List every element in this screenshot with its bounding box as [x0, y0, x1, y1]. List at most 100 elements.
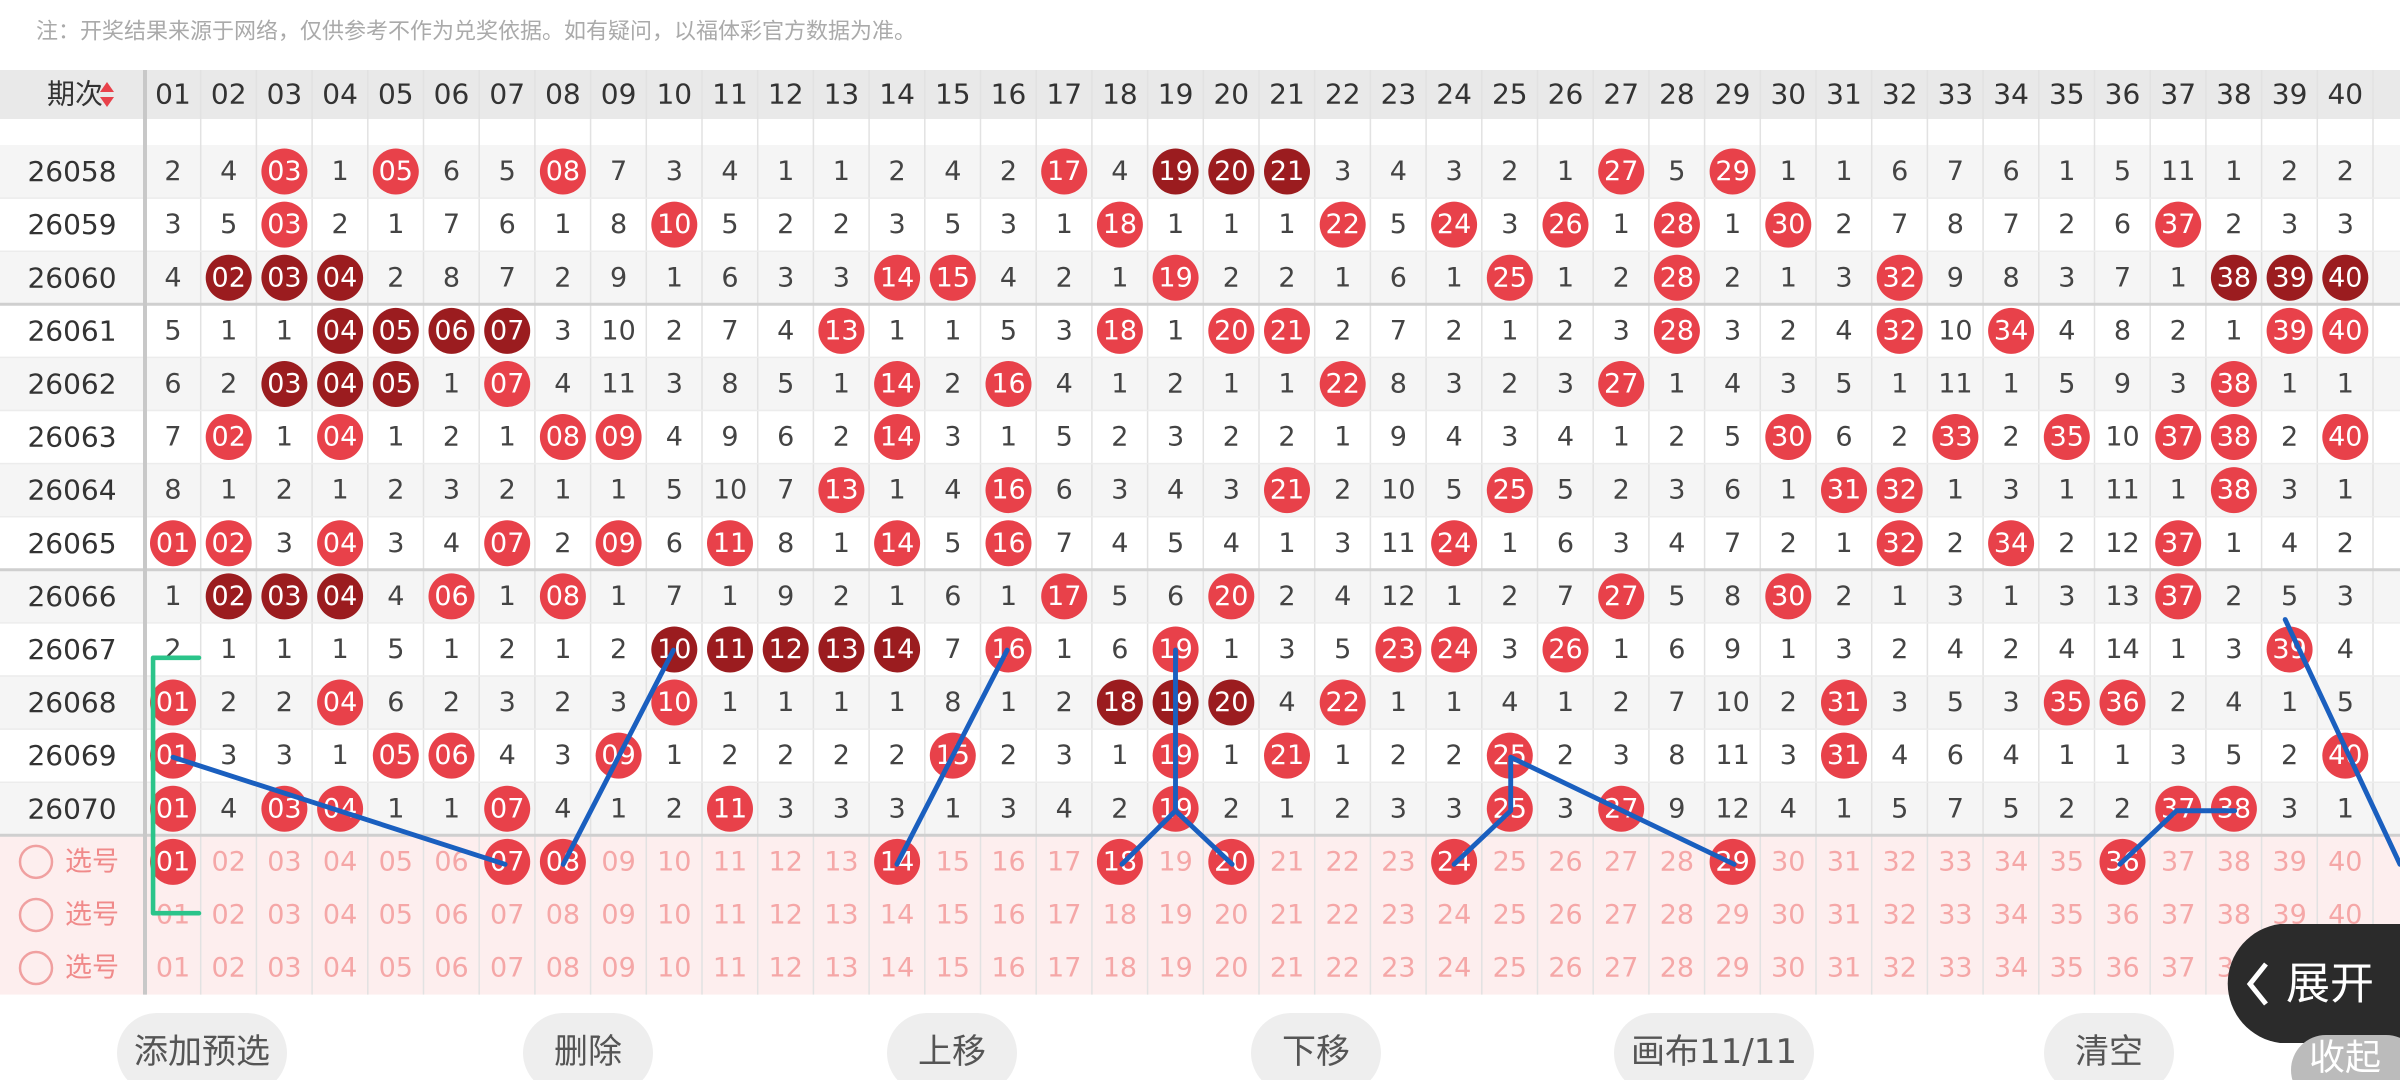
pick-number[interactable]: 27	[1604, 953, 1638, 984]
pick-number[interactable]: 24	[1437, 899, 1471, 930]
pick-number[interactable]: 32	[1883, 899, 1917, 930]
pick-number[interactable]: 18	[1103, 899, 1137, 930]
pick-number[interactable]: 34	[1994, 899, 2028, 930]
pick-number[interactable]: 29	[1715, 899, 1749, 930]
pick-number[interactable]: 26	[1548, 953, 1582, 984]
pick-number[interactable]: 37	[2161, 953, 2195, 984]
pick-number[interactable]: 39	[2272, 846, 2306, 877]
pick-number[interactable]: 30	[1771, 899, 1805, 930]
pick-number[interactable]: 30	[1771, 846, 1805, 877]
pick-number[interactable]: 09	[601, 846, 635, 877]
pick-number[interactable]: 11	[713, 953, 747, 984]
button-label[interactable]: 画布11/11	[1631, 1032, 1797, 1072]
button[interactable]	[523, 1013, 653, 1084]
pick-number[interactable]: 10	[657, 953, 691, 984]
button-label[interactable]: 上移	[918, 1032, 986, 1072]
pick-number[interactable]: 05	[379, 846, 413, 877]
pick-number[interactable]: 08	[546, 899, 580, 930]
pick-number[interactable]: 15	[936, 899, 970, 930]
pick-number[interactable]: 26	[1548, 899, 1582, 930]
pick-number[interactable]: 31	[1827, 846, 1861, 877]
pick-number[interactable]: 25	[1493, 846, 1527, 877]
pick-number[interactable]: 23	[1381, 899, 1415, 930]
pick-number[interactable]: 33	[1938, 899, 1972, 930]
pick-number[interactable]: 40	[2328, 846, 2362, 877]
pick-number[interactable]: 04	[323, 899, 357, 930]
pick-number[interactable]: 13	[824, 899, 858, 930]
pick-number[interactable]: 19	[1158, 899, 1192, 930]
pick-number[interactable]: 35	[2050, 846, 2084, 877]
pick-number[interactable]: 06	[434, 953, 468, 984]
pick-number[interactable]: 09	[601, 953, 635, 984]
pick-number[interactable]: 27	[1604, 846, 1638, 877]
pick-number[interactable]: 19	[1158, 953, 1192, 984]
pick-number[interactable]: 33	[1938, 846, 1972, 877]
pick-number[interactable]: 27	[1604, 899, 1638, 930]
pick-number[interactable]: 01	[156, 846, 190, 877]
pick-number[interactable]: 35	[2050, 953, 2084, 984]
pick-number[interactable]: 37	[2161, 846, 2195, 877]
button-label[interactable]: 下移	[1282, 1032, 1350, 1072]
pick-number[interactable]: 34	[1994, 953, 2028, 984]
pick-number[interactable]: 36	[2105, 953, 2139, 984]
pick-number[interactable]: 14	[880, 899, 914, 930]
pick-number[interactable]: 17	[1047, 953, 1081, 984]
pick-number[interactable]: 16	[991, 846, 1025, 877]
pick-number[interactable]: 21	[1270, 846, 1304, 877]
pick-number[interactable]: 11	[713, 846, 747, 877]
button[interactable]	[2044, 1013, 2174, 1084]
pick-number[interactable]: 32	[1883, 846, 1917, 877]
pick-number[interactable]: 38	[2217, 899, 2251, 930]
pick-number[interactable]: 07	[490, 953, 524, 984]
pick-number[interactable]: 04	[323, 846, 357, 877]
button[interactable]	[887, 1013, 1017, 1084]
pick-number[interactable]: 22	[1326, 846, 1360, 877]
pick-number[interactable]: 33	[1938, 953, 1972, 984]
pick-ball[interactable]	[1096, 838, 1143, 885]
pick-number[interactable]: 30	[1771, 953, 1805, 984]
button-label[interactable]: 删除	[554, 1032, 622, 1072]
pick-number[interactable]: 08	[546, 953, 580, 984]
pick-number[interactable]: 18	[1103, 953, 1137, 984]
pick-number[interactable]: 10	[657, 899, 691, 930]
pick-number[interactable]: 20	[1214, 899, 1248, 930]
button[interactable]	[117, 1013, 287, 1084]
pick-number[interactable]: 17	[1047, 846, 1081, 877]
button[interactable]	[1614, 1013, 1814, 1084]
radio[interactable]	[18, 844, 54, 880]
pick-ball[interactable]	[484, 838, 531, 885]
pick-number[interactable]: 16	[991, 953, 1025, 984]
pick-number[interactable]: 17	[1047, 899, 1081, 930]
pick-ball[interactable]	[150, 838, 196, 885]
pick-number[interactable]: 15	[936, 953, 970, 984]
pick-number[interactable]: 03	[267, 846, 301, 877]
pick-number[interactable]: 35	[2050, 899, 2084, 930]
pick-number[interactable]: 26	[1548, 846, 1582, 877]
pick-number[interactable]: 37	[2161, 899, 2195, 930]
pick-number[interactable]: 34	[1994, 846, 2028, 877]
pick-number[interactable]: 19	[1158, 846, 1192, 877]
pick-number[interactable]: 02	[212, 899, 246, 930]
radio[interactable]	[18, 897, 54, 933]
radio[interactable]	[18, 950, 54, 986]
pick-number[interactable]: 03	[267, 899, 301, 930]
pick-number[interactable]: 28	[1660, 899, 1694, 930]
pick-number[interactable]: 12	[769, 899, 803, 930]
pick-number[interactable]: 15	[936, 846, 970, 877]
pick-number[interactable]: 13	[824, 953, 858, 984]
pick-number[interactable]: 22	[1326, 953, 1360, 984]
pick-number[interactable]: 24	[1437, 953, 1471, 984]
pick-number[interactable]: 05	[379, 953, 413, 984]
pick-number[interactable]: 03	[267, 953, 301, 984]
pick-number[interactable]: 20	[1214, 953, 1248, 984]
pick-number[interactable]: 25	[1493, 899, 1527, 930]
pick-number[interactable]: 31	[1827, 953, 1861, 984]
pick-number[interactable]: 21	[1270, 899, 1304, 930]
pick-number[interactable]: 04	[323, 953, 357, 984]
expand-label[interactable]: 展开	[2286, 959, 2374, 1010]
pick-number[interactable]: 25	[1493, 953, 1527, 984]
pick-number[interactable]: 07	[490, 899, 524, 930]
button-label[interactable]: 清空	[2075, 1032, 2143, 1072]
pick-number[interactable]: 06	[434, 899, 468, 930]
pick-number[interactable]: 12	[769, 846, 803, 877]
